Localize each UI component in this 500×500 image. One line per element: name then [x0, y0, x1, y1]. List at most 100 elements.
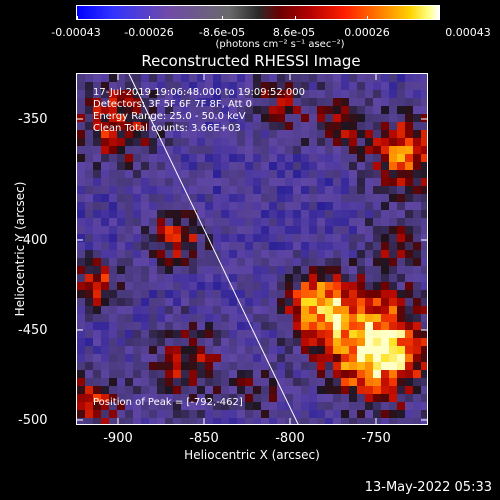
heatmap-pixel — [365, 98, 374, 107]
heatmap-pixel — [221, 122, 230, 131]
heatmap-pixel — [165, 146, 174, 155]
heatmap-pixel — [325, 298, 334, 307]
heatmap-pixel — [277, 290, 286, 299]
heatmap-pixel — [277, 170, 286, 179]
heatmap-pixel — [421, 218, 427, 227]
heatmap-pixel — [189, 266, 198, 275]
heatmap-pixel — [365, 266, 374, 275]
heatmap-pixel — [77, 258, 86, 267]
heatmap-pixel — [397, 330, 406, 339]
heatmap-pixel — [333, 106, 342, 115]
heatmap-pixel — [133, 194, 142, 203]
heatmap-pixel — [173, 258, 182, 267]
heatmap-pixel — [237, 250, 246, 259]
heatmap-pixel — [157, 394, 166, 403]
heatmap-pixel — [229, 178, 238, 187]
heatmap-pixel — [133, 170, 142, 179]
heatmap-pixel — [341, 370, 350, 379]
heatmap-pixel — [421, 178, 427, 187]
heatmap-pixel — [181, 402, 190, 411]
heatmap-pixel — [213, 226, 222, 235]
heatmap-pixel — [293, 74, 302, 83]
heatmap-pixel — [261, 410, 270, 419]
heatmap-pixel — [181, 346, 190, 355]
heatmap-pixel — [85, 130, 94, 139]
heatmap-pixel — [357, 154, 366, 163]
heatmap-pixel — [205, 306, 214, 315]
heatmap-pixel — [317, 402, 326, 411]
heatmap-pixel — [125, 226, 134, 235]
heatmap-pixel — [253, 186, 262, 195]
heatmap-pixel — [397, 258, 406, 267]
y-axis-label: Heliocentric Y (arcsec) — [13, 181, 27, 317]
heatmap-pixel — [157, 314, 166, 323]
heatmap-pixel — [165, 290, 174, 299]
heatmap-pixel — [285, 202, 294, 211]
heatmap-pixel — [365, 234, 374, 243]
heatmap-pixel — [253, 362, 262, 371]
heatmap-pixel — [317, 218, 326, 227]
heatmap-pixel — [269, 354, 278, 363]
heatmap-pixel — [373, 266, 382, 275]
heatmap-pixel — [333, 146, 342, 155]
heatmap-pixel — [93, 138, 102, 147]
heatmap-pixel — [317, 82, 326, 91]
heatmap-pixel — [101, 266, 110, 275]
heatmap-pixel — [173, 194, 182, 203]
heatmap-pixel — [421, 282, 427, 291]
heatmap-pixel — [85, 114, 94, 123]
heatmap-pixel — [317, 162, 326, 171]
heatmap-pixel — [405, 274, 414, 283]
heatmap-pixel — [221, 330, 230, 339]
heatmap-pixel — [421, 338, 427, 347]
heatmap-pixel — [261, 138, 270, 147]
heatmap-pixel — [245, 178, 254, 187]
heatmap-pixel — [245, 330, 254, 339]
heatmap-pixel — [301, 218, 310, 227]
heatmap-pixel — [85, 274, 94, 283]
heatmap-pixel — [149, 370, 158, 379]
heatmap-pixel — [109, 202, 118, 211]
heatmap-pixel — [101, 82, 110, 91]
heatmap-pixel — [165, 330, 174, 339]
heatmap-pixel — [325, 386, 334, 395]
heatmap-pixel — [189, 218, 198, 227]
heatmap-pixel — [141, 170, 150, 179]
heatmap-pixel — [253, 266, 262, 275]
heatmap-pixel — [165, 82, 174, 91]
heatmap-pixel — [173, 146, 182, 155]
heatmap-pixel — [293, 146, 302, 155]
heatmap-pixel — [317, 178, 326, 187]
heatmap-pixel — [333, 418, 342, 424]
heatmap-pixel — [381, 386, 390, 395]
heatmap-pixel — [117, 146, 126, 155]
heatmap-pixel — [357, 274, 366, 283]
heatmap-pixel — [237, 298, 246, 307]
heatmap-pixel — [237, 402, 246, 411]
heatmap-pixel — [181, 202, 190, 211]
heatmap-pixel — [173, 306, 182, 315]
heatmap-pixel — [373, 138, 382, 147]
heatmap-pixel — [269, 362, 278, 371]
heatmap-pixel — [341, 234, 350, 243]
heatmap-pixel — [245, 242, 254, 251]
heatmap-pixel — [141, 402, 150, 411]
colorbar-tick-label: 0.00043 — [445, 26, 491, 39]
heatmap-pixel — [277, 306, 286, 315]
heatmap-pixel — [389, 266, 398, 275]
heatmap-pixel — [101, 186, 110, 195]
heatmap-pixel — [381, 378, 390, 387]
heatmap-pixel — [133, 74, 142, 83]
heatmap-pixel — [317, 130, 326, 139]
heatmap-pixel — [85, 138, 94, 147]
heatmap-pixel — [325, 394, 334, 403]
heatmap-pixel — [133, 274, 142, 283]
heatmap-pixel — [109, 194, 118, 203]
heatmap-pixel — [189, 250, 198, 259]
heatmap-pixel — [309, 306, 318, 315]
heatmap-pixel — [181, 370, 190, 379]
heatmap-pixel — [325, 218, 334, 227]
colorbar-tick — [295, 16, 296, 20]
heatmap-pixel — [421, 346, 427, 355]
heatmap-pixel — [221, 98, 230, 107]
